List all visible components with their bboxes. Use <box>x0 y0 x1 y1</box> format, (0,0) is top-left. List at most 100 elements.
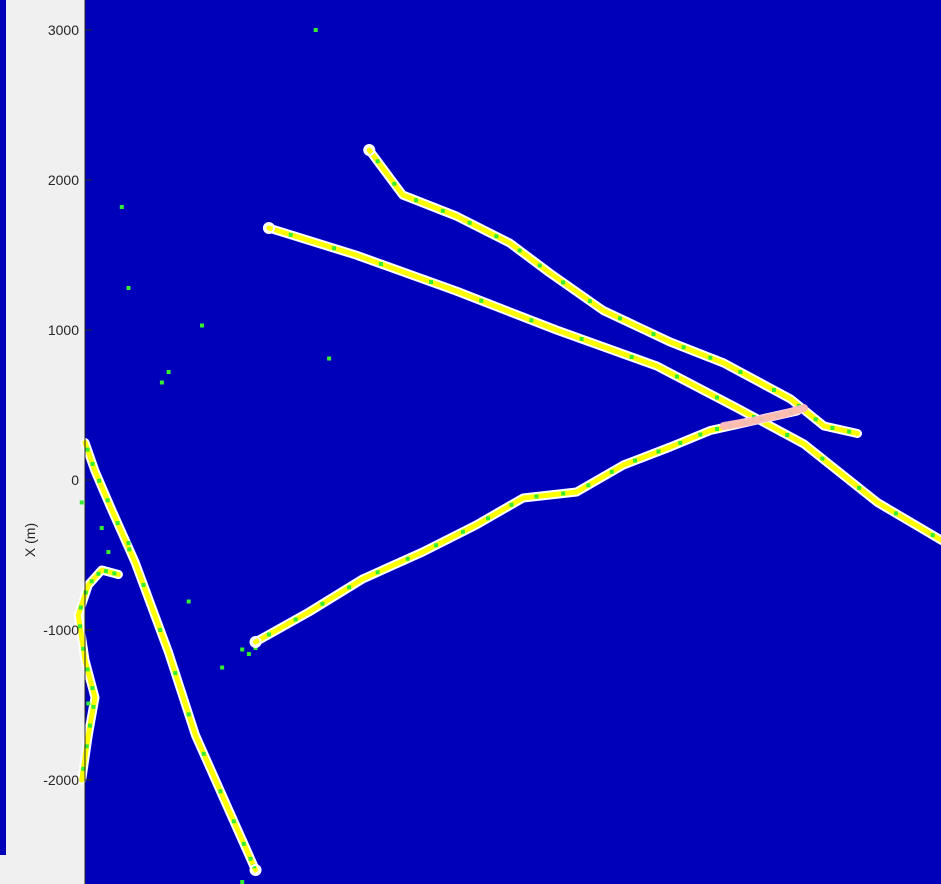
track-detection <box>248 856 253 861</box>
track-detection <box>90 686 95 691</box>
track-detection <box>83 590 88 595</box>
track-detection <box>930 533 935 538</box>
track-detection <box>78 624 82 629</box>
y-tick-label: -1000 <box>43 622 79 638</box>
y-tick-label: 1000 <box>48 322 79 338</box>
track-detection <box>141 583 146 587</box>
track-detection <box>629 355 634 359</box>
track-detection <box>266 632 271 637</box>
track-detection <box>127 547 132 552</box>
stray-detection-point <box>240 647 245 652</box>
track-detection <box>486 516 490 521</box>
track-end-marker-4 <box>249 864 262 876</box>
track-line-2 <box>266 225 941 543</box>
track-detection <box>231 819 236 824</box>
stray-detection-point <box>106 550 111 554</box>
plot-background <box>85 0 941 884</box>
track-detection <box>375 159 380 164</box>
track-detection <box>81 646 86 651</box>
track-detection <box>90 461 95 466</box>
track-detection <box>115 521 120 526</box>
track-detection <box>173 671 178 676</box>
track-detection <box>81 766 86 771</box>
track-detection <box>392 181 397 186</box>
y-tick-layer: 3000 2000 1000 0 -1000 -2000 <box>43 22 92 788</box>
track-detection <box>893 511 898 516</box>
track-detection <box>89 579 94 584</box>
track-detection <box>201 751 206 756</box>
track-detection <box>467 220 472 225</box>
track-detection <box>251 864 256 869</box>
track-detection <box>186 712 191 717</box>
track-detection <box>332 246 337 251</box>
track-detection <box>78 605 83 610</box>
detection-layer <box>78 28 935 884</box>
track-detection <box>738 370 743 374</box>
track-detection <box>579 337 584 341</box>
highlight-layer <box>719 404 808 430</box>
stray-detection-point <box>119 205 124 209</box>
neighbor-plot-edge <box>0 0 6 855</box>
track-detection <box>85 447 90 452</box>
stray-detection-point <box>327 356 332 361</box>
stray-detection-point <box>253 646 258 650</box>
track-detection <box>479 298 484 303</box>
track-detection <box>91 704 96 709</box>
track-detection <box>440 208 445 213</box>
stray-detection-point <box>200 323 204 328</box>
track-detection <box>715 427 719 431</box>
track-detection <box>618 316 622 321</box>
track-detection <box>460 529 465 534</box>
track-detection <box>537 263 542 268</box>
track-detection <box>587 299 592 304</box>
y-tick-label: -2000 <box>43 772 79 788</box>
track-detection <box>347 585 352 590</box>
y-tick-label: 2000 <box>48 172 79 188</box>
y-tick-label: 0 <box>71 472 79 488</box>
track-detection <box>85 667 90 672</box>
stray-detection-point <box>240 880 245 884</box>
track-detection <box>674 374 679 379</box>
track-detection <box>785 433 790 437</box>
track-detection <box>414 198 419 203</box>
plot-axes: 3000 2000 1000 0 -1000 -2000 <box>43 0 941 884</box>
track-detection <box>561 280 566 285</box>
track-detection <box>771 388 776 392</box>
track-detection <box>678 440 683 445</box>
track-detection <box>633 458 638 463</box>
track-detection <box>320 601 325 606</box>
stray-detection-point <box>166 370 171 374</box>
track-start-marker-3 <box>249 636 262 648</box>
track-detection <box>820 456 825 461</box>
track-detection <box>241 841 246 846</box>
track-detection <box>517 248 522 253</box>
track-detection <box>813 417 818 422</box>
track-detection <box>609 469 614 474</box>
stray-detection-point <box>159 380 164 385</box>
track-detection <box>112 571 117 576</box>
track-detection <box>715 395 719 400</box>
stray-detection-point <box>86 701 91 706</box>
track-detection <box>857 485 862 490</box>
track-detection <box>534 494 539 499</box>
stray-detection-point <box>220 665 225 670</box>
track-detection <box>96 571 101 576</box>
track-detection <box>405 556 410 561</box>
track-detection <box>293 617 298 622</box>
track-detection <box>218 789 223 794</box>
track-detection <box>847 429 852 434</box>
y-tick-label: 3000 <box>48 22 79 38</box>
track-detection <box>84 744 89 749</box>
track-detection <box>586 483 591 488</box>
track-line-4 <box>82 440 258 873</box>
stray-detection-point <box>313 28 318 32</box>
highlight-segment-1 <box>719 404 808 430</box>
track-detection <box>561 491 566 496</box>
track-detection <box>429 280 434 284</box>
stray-detection-point <box>126 286 131 290</box>
track-detection <box>158 628 163 632</box>
stray-detection-point <box>246 652 251 656</box>
track-detection <box>375 570 380 575</box>
track-detection <box>830 425 835 430</box>
